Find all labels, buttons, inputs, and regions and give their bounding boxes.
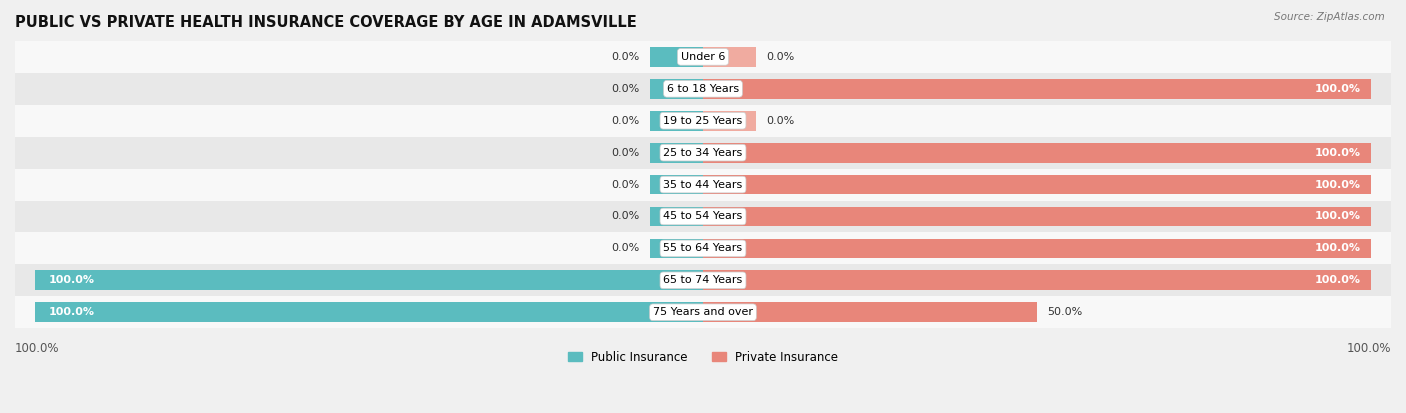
Text: 45 to 54 Years: 45 to 54 Years [664,211,742,221]
Bar [15,73,1391,105]
Bar [703,175,1371,195]
Bar [703,47,756,67]
Text: Source: ZipAtlas.com: Source: ZipAtlas.com [1274,12,1385,22]
Text: 50.0%: 50.0% [1047,307,1083,317]
Text: 100.0%: 100.0% [1315,84,1361,94]
Bar [703,111,756,131]
Bar [703,79,1371,99]
Text: 75 Years and over: 75 Years and over [652,307,754,317]
Bar [703,239,1371,258]
Text: 0.0%: 0.0% [612,147,640,158]
Bar [703,302,1038,322]
Text: 100.0%: 100.0% [15,342,59,356]
Text: 0.0%: 0.0% [612,52,640,62]
Text: PUBLIC VS PRIVATE HEALTH INSURANCE COVERAGE BY AGE IN ADAMSVILLE: PUBLIC VS PRIVATE HEALTH INSURANCE COVER… [15,15,637,30]
Text: 100.0%: 100.0% [48,275,94,285]
Bar [650,206,703,226]
Text: 100.0%: 100.0% [1315,211,1361,221]
Text: 100.0%: 100.0% [1347,342,1391,356]
Bar [35,271,703,290]
Bar [15,105,1391,137]
Bar [15,169,1391,201]
Bar [650,143,703,163]
Text: 35 to 44 Years: 35 to 44 Years [664,180,742,190]
Text: 55 to 64 Years: 55 to 64 Years [664,243,742,254]
Text: Under 6: Under 6 [681,52,725,62]
Text: 0.0%: 0.0% [612,243,640,254]
Text: 0.0%: 0.0% [612,211,640,221]
Bar [15,296,1391,328]
Bar [650,239,703,258]
Text: 0.0%: 0.0% [766,52,794,62]
Bar [35,302,703,322]
Text: 100.0%: 100.0% [1315,147,1361,158]
Bar [650,47,703,67]
Legend: Public Insurance, Private Insurance: Public Insurance, Private Insurance [564,346,842,368]
Bar [650,111,703,131]
Bar [15,137,1391,169]
Text: 19 to 25 Years: 19 to 25 Years [664,116,742,126]
Text: 100.0%: 100.0% [1315,275,1361,285]
Bar [650,175,703,195]
Bar [15,201,1391,233]
Text: 25 to 34 Years: 25 to 34 Years [664,147,742,158]
Text: 100.0%: 100.0% [1315,243,1361,254]
Text: 0.0%: 0.0% [612,180,640,190]
Text: 100.0%: 100.0% [1315,180,1361,190]
Bar [15,41,1391,73]
Text: 6 to 18 Years: 6 to 18 Years [666,84,740,94]
Text: 0.0%: 0.0% [766,116,794,126]
Bar [703,271,1371,290]
Text: 65 to 74 Years: 65 to 74 Years [664,275,742,285]
Bar [650,79,703,99]
Bar [703,143,1371,163]
Bar [703,206,1371,226]
Text: 0.0%: 0.0% [612,116,640,126]
Bar [15,264,1391,296]
Bar [15,233,1391,264]
Text: 0.0%: 0.0% [612,84,640,94]
Text: 100.0%: 100.0% [48,307,94,317]
